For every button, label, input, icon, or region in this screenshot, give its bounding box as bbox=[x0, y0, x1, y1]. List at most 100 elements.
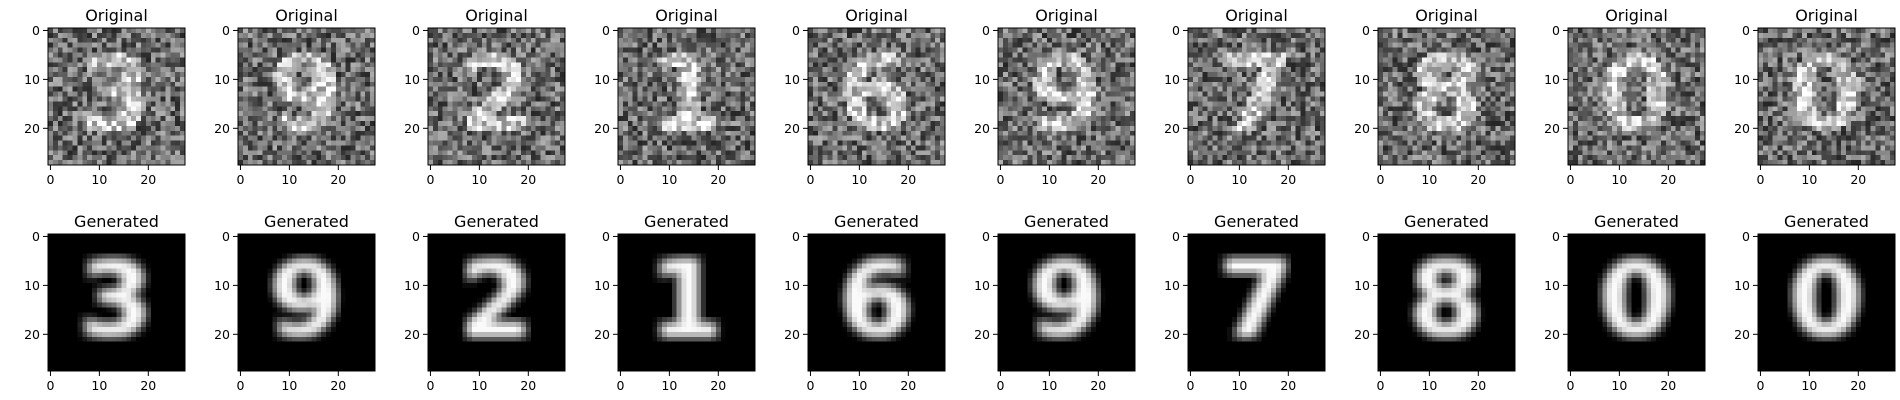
pixel bbox=[336, 62, 341, 67]
pixel bbox=[925, 33, 930, 38]
pixel bbox=[287, 126, 292, 131]
pixel bbox=[457, 101, 462, 106]
pixel bbox=[102, 28, 107, 33]
pixel bbox=[316, 52, 321, 57]
pixel bbox=[998, 57, 1003, 62]
pixel bbox=[1018, 48, 1023, 53]
pixel bbox=[1286, 38, 1291, 43]
pixel bbox=[842, 52, 847, 57]
pixel bbox=[667, 38, 672, 43]
pixel bbox=[492, 136, 497, 141]
pixel bbox=[696, 141, 701, 146]
pixel bbox=[706, 145, 711, 150]
pixel bbox=[482, 106, 487, 111]
pixel bbox=[72, 150, 77, 155]
pixel bbox=[531, 145, 536, 150]
pixel bbox=[633, 38, 638, 43]
pixel bbox=[652, 116, 657, 121]
pixel bbox=[97, 155, 102, 160]
pixel bbox=[511, 52, 516, 57]
pixel bbox=[165, 145, 170, 150]
pixel bbox=[72, 67, 77, 72]
pixel bbox=[1013, 48, 1018, 53]
y-tick-label: 10 bbox=[214, 72, 230, 87]
pixel bbox=[112, 77, 117, 82]
pixel bbox=[550, 131, 555, 136]
pixel bbox=[837, 43, 842, 48]
pixel bbox=[457, 121, 462, 126]
pixel bbox=[847, 52, 852, 57]
pixel bbox=[1071, 48, 1076, 53]
pixel bbox=[321, 141, 326, 146]
pixel bbox=[501, 92, 506, 97]
pixel bbox=[175, 92, 180, 97]
pixel bbox=[706, 43, 711, 48]
pixel bbox=[867, 77, 872, 82]
pixel bbox=[921, 97, 926, 102]
pixel bbox=[901, 38, 906, 43]
pixel bbox=[701, 101, 706, 106]
pixel bbox=[1081, 38, 1086, 43]
pixel bbox=[687, 77, 692, 82]
pixel bbox=[307, 131, 312, 136]
pixel bbox=[472, 82, 477, 87]
pixel bbox=[1013, 111, 1018, 116]
pixel bbox=[262, 77, 267, 82]
pixel bbox=[662, 72, 667, 77]
pixel bbox=[316, 136, 321, 141]
pixel bbox=[82, 52, 87, 57]
pixel bbox=[63, 136, 68, 141]
pixel bbox=[881, 150, 886, 155]
pixel bbox=[901, 57, 906, 62]
pixel bbox=[262, 67, 267, 72]
pixel bbox=[921, 126, 926, 131]
pixel bbox=[151, 67, 156, 72]
pixel bbox=[696, 116, 701, 121]
pixel bbox=[428, 28, 433, 33]
pixel bbox=[1013, 121, 1018, 126]
pixel bbox=[326, 87, 331, 92]
pixel bbox=[121, 28, 126, 33]
pixel bbox=[647, 38, 652, 43]
pixel bbox=[682, 57, 687, 62]
pixel bbox=[832, 82, 837, 87]
pixel bbox=[457, 126, 462, 131]
pixel bbox=[891, 72, 896, 77]
pixel bbox=[935, 82, 940, 87]
pixel bbox=[1018, 77, 1023, 82]
pixel bbox=[77, 126, 82, 131]
pixel bbox=[1106, 67, 1111, 72]
pixel bbox=[511, 150, 516, 155]
pixel bbox=[243, 141, 248, 146]
pixel bbox=[1096, 106, 1101, 111]
pixel bbox=[628, 150, 633, 155]
pixel bbox=[828, 141, 833, 146]
pixel bbox=[881, 43, 886, 48]
pixel bbox=[68, 126, 73, 131]
pixel bbox=[58, 62, 63, 67]
pixel bbox=[175, 28, 180, 33]
pixel bbox=[146, 121, 151, 126]
pixel bbox=[623, 57, 628, 62]
pixel bbox=[1106, 62, 1111, 67]
pixel bbox=[438, 116, 443, 121]
pixel bbox=[1101, 150, 1106, 155]
pixel bbox=[998, 92, 1003, 97]
pixel bbox=[258, 126, 263, 131]
pixel bbox=[901, 145, 906, 150]
pixel bbox=[1042, 116, 1047, 121]
pixel bbox=[623, 136, 628, 141]
pixel bbox=[818, 87, 823, 92]
pixel bbox=[477, 141, 482, 146]
pixel bbox=[1062, 141, 1067, 146]
pixel bbox=[877, 82, 882, 87]
pixel bbox=[1062, 57, 1067, 62]
pixel bbox=[267, 116, 272, 121]
pixel bbox=[691, 77, 696, 82]
pixel bbox=[677, 111, 682, 116]
pixel bbox=[896, 136, 901, 141]
pixel bbox=[642, 145, 647, 150]
pixel bbox=[175, 77, 180, 82]
pixel bbox=[813, 131, 818, 136]
pixel bbox=[1296, 48, 1301, 53]
